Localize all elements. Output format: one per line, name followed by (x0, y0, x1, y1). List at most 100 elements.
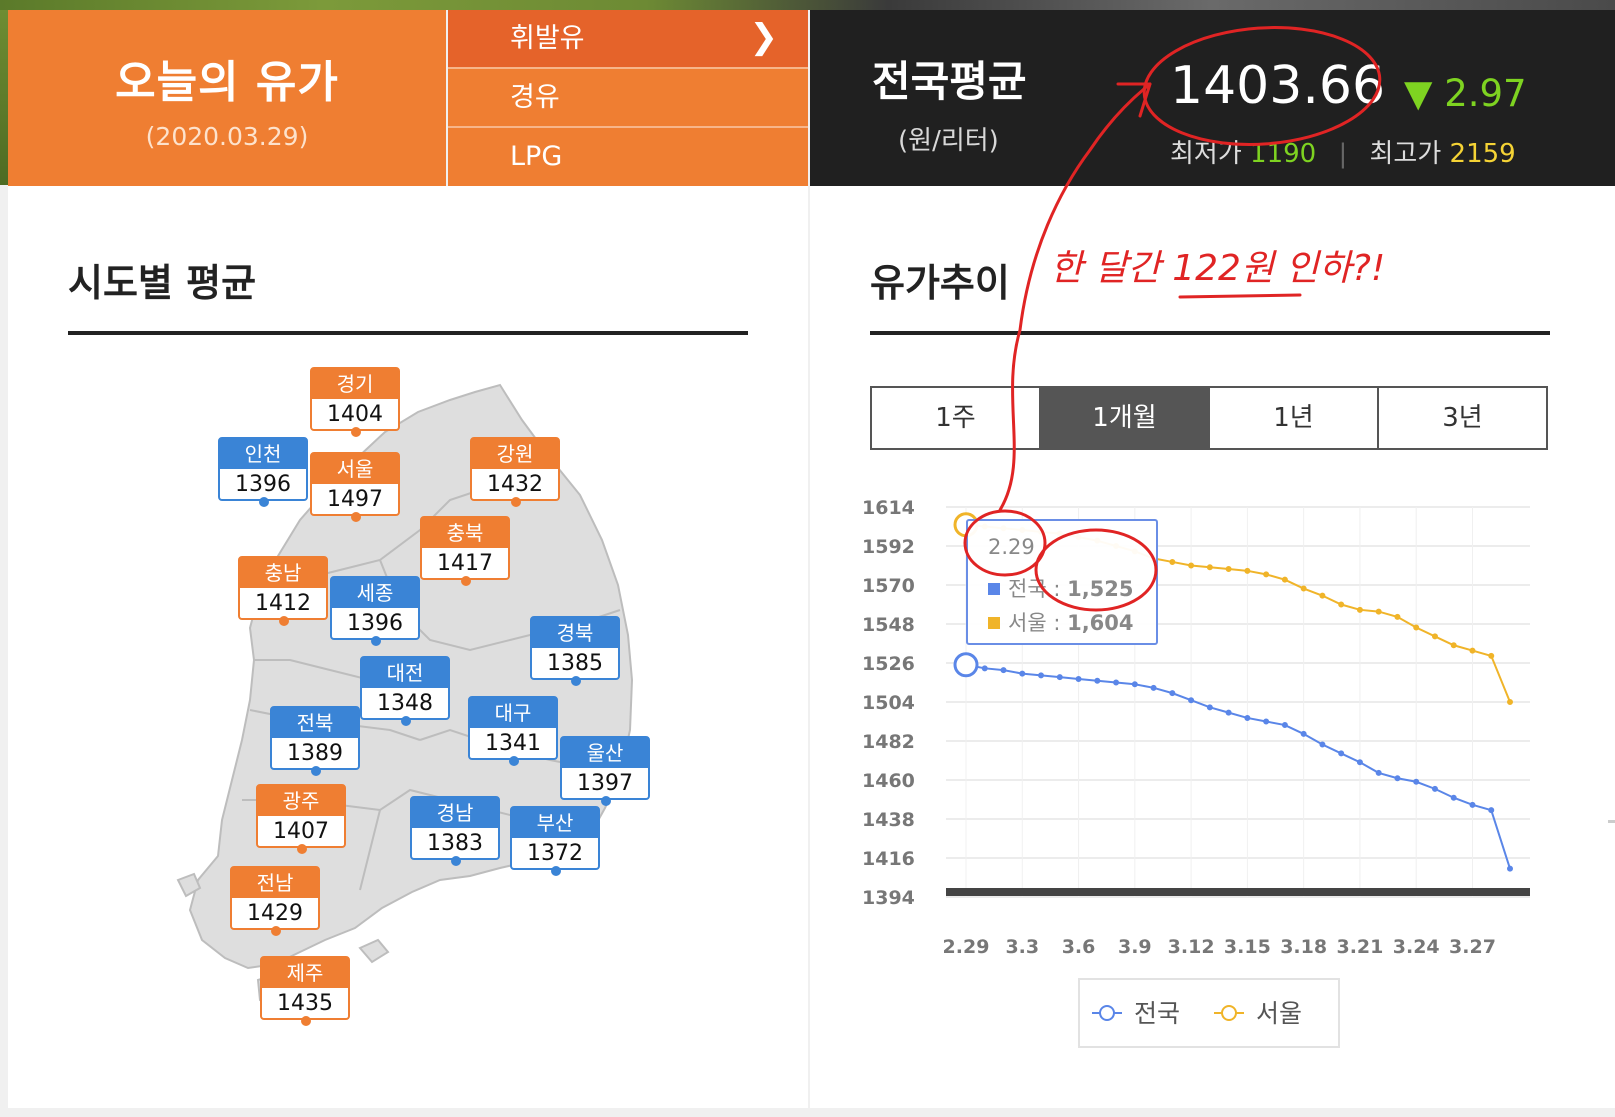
min-price-label: 최저가 (1170, 139, 1242, 169)
region-badge-gwangju[interactable]: 광주 1407 (256, 784, 346, 854)
data-point[interactable] (1413, 624, 1420, 631)
data-point[interactable] (1300, 585, 1307, 592)
data-point[interactable] (1094, 677, 1101, 684)
location-marker (551, 866, 561, 876)
data-point[interactable] (1056, 674, 1063, 681)
data-point[interactable] (1244, 714, 1251, 721)
data-point[interactable] (1206, 704, 1213, 711)
menu-divider (448, 67, 808, 69)
data-point[interactable] (1038, 672, 1045, 679)
tooltip-row-seoul: 서울 : 1,604 (988, 607, 1134, 637)
y-tick-label: 1438 (862, 809, 915, 831)
legend-item-seoul[interactable]: 서울 (1214, 999, 1302, 1028)
region-badge-gyeongbuk[interactable]: 경북 1385 (530, 616, 620, 686)
data-point[interactable] (1169, 690, 1176, 697)
data-point[interactable] (1375, 769, 1382, 776)
regional-average-title: 시도별 평균 (68, 261, 257, 305)
region-badge-sejong[interactable]: 세종 1396 (330, 576, 420, 646)
region-badge-gyeongnam[interactable]: 경남 1383 (410, 796, 500, 866)
location-marker (351, 427, 361, 437)
x-tick-label: 3.18 (1280, 936, 1327, 958)
data-point[interactable] (1113, 679, 1120, 686)
data-point[interactable] (1507, 699, 1513, 705)
location-marker (311, 766, 321, 776)
data-point[interactable] (1281, 722, 1288, 729)
data-point[interactable] (1225, 566, 1232, 573)
tab-1-month[interactable]: 1개월 (1041, 388, 1210, 448)
tab-1-week[interactable]: 1주 (872, 388, 1041, 448)
region-badge-chungnam[interactable]: 충남 1412 (238, 556, 328, 626)
x-axis-bar (946, 888, 1530, 896)
region-badge-daejeon[interactable]: 대전 1348 (360, 656, 450, 726)
legend-item-national[interactable]: 전국 (1092, 999, 1180, 1028)
data-point[interactable] (1319, 592, 1326, 599)
data-point[interactable] (1394, 775, 1401, 782)
data-point[interactable] (1188, 697, 1195, 704)
data-point[interactable] (1488, 807, 1495, 814)
fuel-tab-label: 경유 (510, 82, 560, 113)
x-tick-label: 3.15 (1224, 936, 1271, 958)
series-swatch (988, 583, 1000, 595)
data-point[interactable] (1431, 633, 1438, 640)
price-change: ▼ 2.97 (1404, 72, 1527, 115)
data-point[interactable] (1225, 709, 1232, 716)
data-point[interactable] (1356, 759, 1363, 766)
data-point[interactable] (1319, 741, 1326, 748)
location-marker (259, 497, 269, 507)
region-badge-chungbuk[interactable]: 충북 1417 (420, 516, 510, 586)
data-point[interactable] (1300, 730, 1307, 737)
data-point[interactable] (1469, 801, 1476, 808)
fuel-tab-lpg[interactable]: LPG (448, 128, 808, 186)
region-badge-jeonbuk[interactable]: 전북 1389 (270, 706, 360, 776)
x-tick-label: 3.6 (1062, 936, 1096, 958)
x-tick-label: 3.12 (1168, 936, 1215, 958)
location-marker (511, 497, 521, 507)
series-line-national (965, 663, 1511, 869)
fuel-tab-gasoline[interactable]: 휘발유 ❯ (448, 10, 808, 68)
national-average-header: 전국평균 (원/리터) 1403.66 ▼ 2.97 최저가 1190 | 최고… (810, 10, 1615, 186)
data-point[interactable] (1131, 681, 1138, 688)
data-point[interactable] (1000, 667, 1007, 674)
data-point[interactable] (1488, 652, 1495, 659)
region-badge-seoul[interactable]: 서울 1497 (310, 452, 400, 522)
data-point[interactable] (1281, 576, 1288, 583)
data-point[interactable] (1431, 785, 1438, 792)
tooltip-value: 1,525 (1067, 577, 1134, 601)
data-point[interactable] (1338, 601, 1345, 608)
data-point[interactable] (1450, 642, 1457, 649)
data-point[interactable] (1394, 613, 1401, 620)
data-point[interactable] (1244, 567, 1251, 574)
data-point[interactable] (1150, 684, 1157, 691)
tooltip-row-national: 전국 : 1,525 (988, 573, 1134, 603)
tooltip-label: 서울 : (1008, 611, 1068, 635)
region-badge-busan[interactable]: 부산 1372 (510, 806, 600, 876)
tab-3-years[interactable]: 3년 (1379, 388, 1546, 448)
region-badge-jeju[interactable]: 제주 1435 (260, 956, 350, 1026)
region-badge-gyeonggi[interactable]: 경기 1404 (310, 367, 400, 437)
data-point[interactable] (981, 665, 988, 672)
data-point[interactable] (1356, 606, 1363, 613)
region-badge-ulsan[interactable]: 울산 1397 (560, 736, 650, 806)
tab-1-year[interactable]: 1년 (1210, 388, 1379, 448)
data-point[interactable] (953, 652, 979, 678)
region-badge-gangwon[interactable]: 강원 1432 (470, 437, 560, 507)
region-badge-incheon[interactable]: 인천 1396 (218, 437, 308, 507)
data-point[interactable] (1206, 564, 1213, 571)
y-tick-label: 1394 (862, 887, 915, 909)
data-point[interactable] (1263, 571, 1270, 578)
data-point[interactable] (1469, 647, 1476, 654)
data-point[interactable] (1019, 670, 1026, 677)
data-point[interactable] (1338, 750, 1345, 757)
data-point[interactable] (1507, 865, 1513, 872)
data-point[interactable] (1263, 718, 1270, 725)
data-point[interactable] (1413, 778, 1420, 785)
data-point[interactable] (1450, 794, 1457, 801)
region-badge-daegu[interactable]: 대구 1341 (468, 696, 558, 766)
x-axis-ticks: 2.29 3.3 3.6 3.9 3.12 3.15 3.18 3.21 3.24 3.27 (943, 936, 1496, 958)
data-point[interactable] (1375, 608, 1382, 615)
data-point[interactable] (1188, 562, 1195, 569)
data-point[interactable] (1075, 675, 1082, 682)
data-point[interactable] (1169, 558, 1176, 565)
region-badge-jeonnam[interactable]: 전남 1429 (230, 866, 320, 936)
fuel-tab-diesel[interactable]: 경유 (448, 69, 808, 127)
